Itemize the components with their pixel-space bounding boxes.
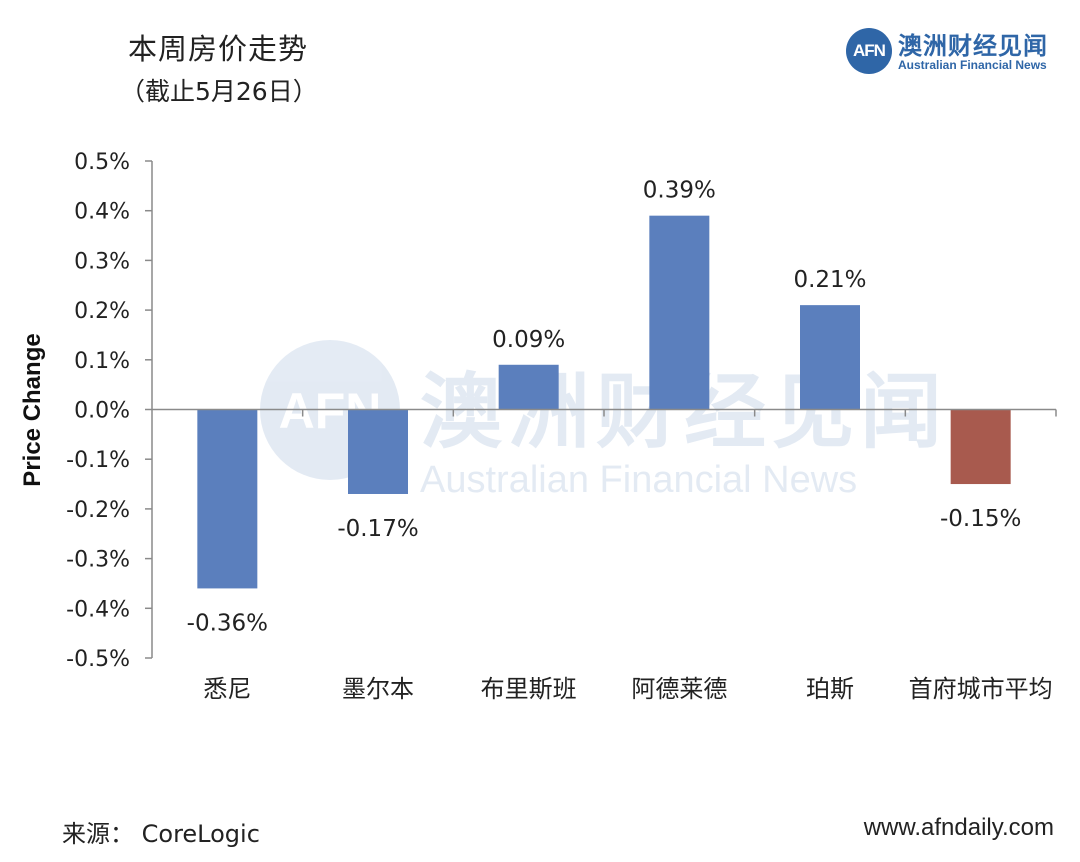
price-change-chart: AFN 澳洲财经见闻 Australian Financial News Pri… [19, 150, 1057, 703]
bar [800, 305, 860, 410]
bar [348, 409, 408, 494]
y-tick-label: 0.3% [74, 249, 130, 274]
x-axis: 悉尼 墨尔本 布里斯班 阿德莱德 珀斯 首府城市平均 [152, 408, 1057, 703]
bars: -0.36% -0.17% 0.09% 0.39% 0.21% -0.15% [187, 178, 1022, 637]
y-tick-label: 0.0% [74, 399, 130, 424]
x-tick-label: 墨尔本 [342, 675, 414, 703]
data-label: -0.17% [337, 516, 418, 542]
afn-logo-badge: AFN [846, 28, 892, 74]
x-tick-label: 珀斯 [806, 675, 854, 703]
data-label: 0.21% [793, 267, 866, 293]
x-tick-label: 悉尼 [203, 675, 251, 703]
afn-logo-name-en: Australian Financial News [898, 58, 1047, 72]
x-tick-label: 布里斯班 [481, 675, 577, 703]
y-tick-label: -0.2% [66, 498, 130, 523]
y-axis-label: Price Change [19, 333, 46, 486]
y-tick-label: -0.1% [66, 448, 130, 473]
y-axis: 0.5% 0.4% 0.3% 0.2% 0.1% 0.0% -0.1% -0.2% -0.3% -… [66, 150, 153, 672]
bar [197, 409, 258, 589]
y-tick-label: 0.2% [74, 299, 130, 324]
data-label: 0.09% [492, 327, 565, 353]
y-tick-label: -0.5% [66, 647, 130, 672]
data-label: -0.36% [187, 610, 268, 636]
page-subtitle: （截止5月26日） [120, 77, 318, 106]
bar [950, 409, 1011, 485]
x-tick-label: 阿德莱德 [631, 675, 727, 703]
source-note: 来源： CoreLogic [62, 820, 260, 848]
bar [498, 364, 559, 410]
watermark-name-en: Australian Financial News [420, 459, 857, 501]
x-tick-label: 首府城市平均 [909, 675, 1053, 703]
bar [649, 215, 710, 410]
afn-logo: AFN 澳洲财经见闻 Australian Financial News [846, 26, 1056, 74]
y-tick-label: 0.1% [74, 349, 130, 374]
y-tick-label: -0.3% [66, 548, 130, 573]
data-label: 0.39% [643, 178, 716, 204]
y-tick-label: 0.5% [74, 150, 130, 175]
website-link[interactable]: www.afndaily.com [863, 814, 1054, 841]
afn-logo-name-cn: 澳洲财经见闻 [898, 32, 1048, 60]
y-tick-label: 0.4% [74, 200, 130, 225]
data-label: -0.15% [940, 506, 1021, 532]
page-title: 本周房价走势 [128, 32, 309, 66]
y-tick-label: -0.4% [66, 597, 130, 622]
